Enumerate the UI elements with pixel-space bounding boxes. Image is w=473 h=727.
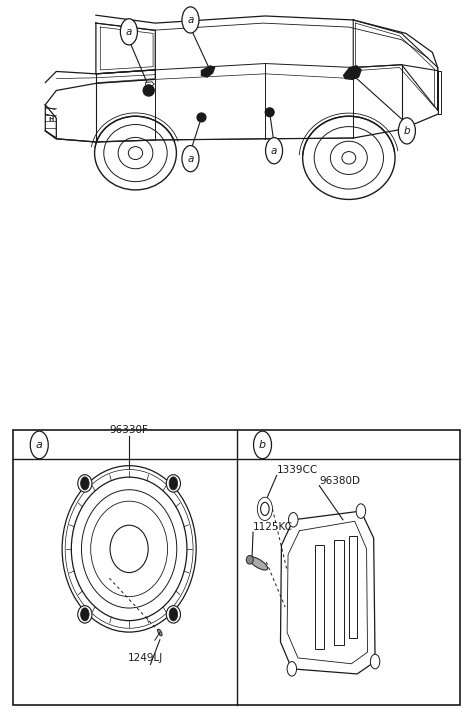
Circle shape [169,608,178,621]
Text: 96380D: 96380D [319,475,360,486]
Text: 1125KC: 1125KC [253,522,293,532]
Circle shape [169,477,178,490]
Circle shape [398,118,415,144]
Ellipse shape [197,113,206,122]
Text: a: a [271,145,277,156]
Circle shape [80,608,89,621]
Polygon shape [146,81,154,87]
Circle shape [265,137,282,164]
Ellipse shape [265,108,274,116]
Circle shape [80,477,89,490]
Ellipse shape [249,557,268,570]
Circle shape [182,145,199,172]
Text: a: a [187,15,193,25]
Ellipse shape [78,475,92,492]
Text: a: a [36,440,43,450]
Circle shape [287,662,297,676]
Ellipse shape [166,606,181,623]
Text: 1339CC: 1339CC [277,465,318,475]
Ellipse shape [78,606,92,623]
Text: 96330F: 96330F [110,425,149,435]
Ellipse shape [143,85,154,96]
Polygon shape [201,66,215,77]
Polygon shape [438,71,441,114]
Circle shape [261,502,269,515]
Text: a: a [187,153,193,164]
Text: 1249LJ: 1249LJ [128,653,163,663]
Text: b: b [259,440,266,450]
Circle shape [30,431,48,459]
Circle shape [289,513,298,527]
Text: H: H [48,116,53,121]
Circle shape [356,504,366,518]
Text: b: b [403,126,410,136]
Circle shape [254,431,272,459]
Ellipse shape [158,629,162,636]
Text: a: a [126,27,132,37]
Circle shape [120,19,137,45]
Ellipse shape [166,475,181,492]
Polygon shape [343,66,361,79]
Ellipse shape [246,555,254,564]
Circle shape [370,654,380,669]
Circle shape [182,7,199,33]
